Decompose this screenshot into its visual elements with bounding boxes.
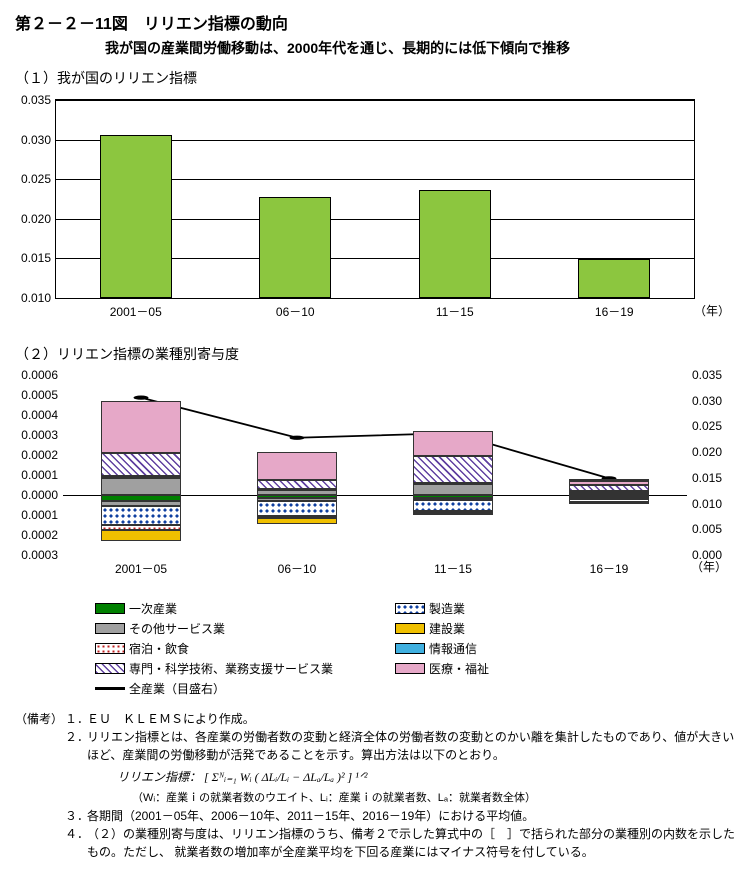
chart2-ytick-left: 0.0005: [21, 388, 58, 402]
legend-item-accommodation: 宿泊・飲食: [95, 640, 395, 657]
chart2-xtick: 16－19: [590, 560, 629, 577]
chart2-ytick-left: 0.0004: [21, 408, 58, 422]
chart2-seg-construction: [101, 530, 181, 541]
figure-subtitle: 我が国の産業間労働移動は、2000年代を通じ、長期的には低下傾向で推移: [105, 38, 735, 58]
chart1-ytick: 0.035: [21, 93, 51, 107]
chart1-label: （１）我が国のリリエン指標: [15, 68, 735, 88]
chart2-label: （２）リリエン指標の業種別寄与度: [15, 344, 735, 364]
legend-item-infocom: 情報通信: [395, 640, 695, 657]
legend-item-line: 全産業（目盛右）: [95, 680, 395, 697]
chart1-bar: [259, 197, 331, 298]
chart1-x-unit: （年）: [694, 302, 730, 319]
chart2-ytick-left: 0.0002: [21, 448, 58, 462]
chart1-bar: [578, 259, 650, 298]
chart2-ytick-right: 0.030: [692, 394, 722, 408]
chart1-ytick: 0.010: [21, 291, 51, 305]
legend-item-medical: 医療・福祉: [395, 660, 695, 677]
chart2-seg-specialist: [569, 485, 649, 491]
chart1-xtick: 06－10: [276, 303, 315, 320]
note-4: （２）の業種別寄与度は、リリエン指標のうち、備考２で示した算式中の［ ］で括られ…: [87, 825, 735, 861]
chart2-xtick: 11－15: [434, 560, 472, 577]
chart2-ytick-left: 0.0001: [21, 508, 58, 522]
chart1-ytick: 0.015: [21, 251, 51, 265]
chart2-seg-construction: [413, 513, 493, 515]
chart2-ytick-right: 0.005: [692, 522, 722, 536]
chart2-ytick-right: 0.010: [692, 497, 722, 511]
formula: リリエン指標： [ Σᴺᵢ₌₁ Wᵢ ( ΔLᵢ/Lᵢ − ΔLₐ/Lₐ )² …: [117, 768, 735, 786]
chart2-ytick-right: 0.025: [692, 419, 722, 433]
chart2-seg-medical: [413, 431, 493, 456]
note-3: 各期間（2001－05年、2006－10年、2011－15年、2016－19年）…: [87, 807, 735, 825]
chart2-seg-manufacturing: [257, 501, 337, 516]
chart2-x-unit: （年）: [691, 558, 727, 575]
chart1-container: 0.010 0.015 0.020 0.025 0.030 0.035 2001－05 06－…: [15, 94, 735, 324]
chart1-ytick: 0.025: [21, 172, 51, 186]
chart2-ytick-right: 0.020: [692, 445, 722, 459]
chart2-ytick-left: 0.0002: [21, 528, 58, 542]
chart1-ytick: 0.030: [21, 133, 51, 147]
chart2-seg-transport: [101, 478, 181, 495]
figure-title: 第２－２－11図 リリエン指標の動向: [15, 10, 735, 34]
legend-item-other_service: その他サービス業: [95, 620, 395, 637]
chart2-seg-manufacturing: [413, 500, 493, 511]
chart2-container: 0.0003 0.0002 0.0001 0.0000 0.0001 0.0002 0.00…: [15, 370, 735, 580]
chart2-ytick-left: 0.0001: [21, 468, 58, 482]
chart2-seg-infocom: [101, 476, 181, 478]
chart2-seg-construction: [257, 518, 337, 524]
chart2-ytick-left: 0.0003: [21, 428, 58, 442]
chart2-seg-manufacturing: [101, 506, 181, 525]
chart2-seg-specialist: [413, 456, 493, 483]
chart2-ytick-left: 0.0003: [21, 548, 58, 562]
chart2-ytick-right: 0.015: [692, 471, 722, 485]
legend-item-construction: 建設業: [395, 620, 695, 637]
notes-label: （備考）: [15, 710, 65, 728]
chart1-xtick: 11－15: [436, 303, 474, 320]
chart2-seg-specialist: [257, 480, 337, 489]
chart1-xtick: 2001－05: [110, 303, 162, 320]
chart2-ytick-left: 0.0000: [21, 488, 58, 502]
legend-item-primary: 一次産業: [95, 600, 395, 617]
chart2-xtick: 2001－05: [115, 560, 167, 577]
chart2-seg-medical: [569, 481, 649, 485]
chart1-bar: [100, 135, 172, 298]
chart2-seg-specialist: [101, 453, 181, 476]
legend-item-manufacturing: 製造業: [395, 600, 695, 617]
chart1-bar: [419, 190, 491, 299]
chart1-xtick: 16－19: [595, 303, 634, 320]
legend-item-specialist: 専門・科学技術、業務支援サービス業: [95, 660, 395, 677]
footnotes: （備考） １． ＥＵ ＫＬＥＭＳにより作成。 ２． リリエン指標とは、各産業の労…: [15, 710, 735, 861]
chart2-seg-medical: [257, 452, 337, 480]
note-1: ＥＵ ＫＬＥＭＳにより作成。: [87, 710, 735, 728]
note-2: リリエン指標とは、各産業の労働者数の変動と経済全体の労働者数の変動とのかい離を集…: [87, 728, 735, 764]
chart1-ytick: 0.020: [21, 212, 51, 226]
chart2-xtick: 06－10: [278, 560, 317, 577]
chart2-seg-transport: [413, 484, 493, 495]
chart2-ytick-right: 0.035: [692, 368, 722, 382]
formula-sub: （Wᵢ：産業ｉの就業者数のウエイト、Lᵢ：産業ｉの就業者数、Lₐ：就業者数全体）: [132, 790, 735, 807]
chart2-seg-medical: [101, 401, 181, 453]
chart2-legend: 一次産業製造業その他サービス業建設業宿泊・飲食情報通信専門・科学技術、業務支援サ…: [95, 600, 735, 700]
chart2-ytick-left: 0.0006: [21, 368, 58, 382]
chart2-seg-accommodation: [569, 502, 649, 504]
